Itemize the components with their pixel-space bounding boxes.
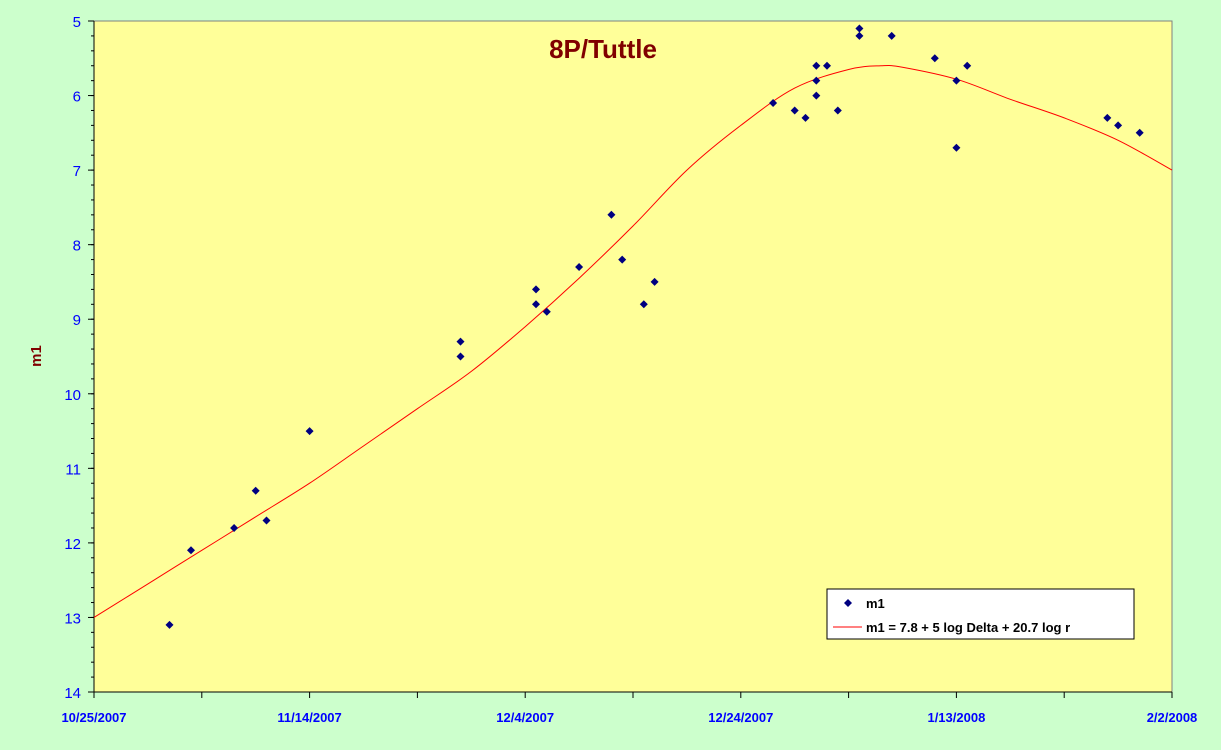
legend-label-m1: m1	[866, 596, 885, 611]
data-point	[456, 337, 465, 346]
data-point	[855, 24, 864, 33]
y-tick-label: 9	[73, 312, 81, 329]
legend-box	[826, 588, 1135, 640]
y-tick-label: 11	[65, 461, 81, 478]
y-tick-label: 12	[64, 536, 81, 553]
data-point	[855, 31, 864, 40]
data-point	[769, 99, 778, 107]
data-point	[575, 263, 584, 271]
y-axis-label: m1	[28, 345, 45, 367]
data-point	[618, 255, 627, 264]
y-tick-label: 10	[64, 387, 81, 404]
data-point	[952, 76, 961, 85]
data-point	[187, 546, 195, 555]
x-tick-label: 10/25/2007	[61, 710, 126, 725]
data-point	[650, 277, 659, 286]
legend-label-fit: m1 = 7.8 + 5 log Delta + 20.7 log r	[866, 620, 1070, 635]
data-point	[823, 61, 831, 70]
data-point	[165, 620, 174, 629]
data-point	[887, 31, 896, 40]
data-point	[230, 524, 239, 532]
y-tick-label: 8	[73, 238, 81, 255]
y-tick-label: 13	[64, 610, 81, 627]
x-tick-label: 2/2/2008	[1147, 710, 1198, 725]
x-tick-label: 12/24/2007	[708, 710, 773, 725]
data-point	[456, 352, 465, 361]
plot-area	[93, 20, 1173, 693]
chart-title: 8P/Tuttle	[549, 34, 657, 64]
data-point	[542, 307, 551, 316]
data-point	[790, 106, 799, 115]
data-point	[963, 61, 972, 70]
data-point	[1103, 113, 1112, 122]
data-point	[833, 106, 842, 115]
data-point	[801, 113, 810, 122]
data-point	[812, 76, 821, 85]
data-point	[607, 210, 616, 219]
data-point	[812, 61, 821, 70]
data-point	[251, 486, 260, 495]
data-point	[930, 54, 939, 63]
legend-marker-m1	[844, 599, 852, 607]
data-point	[305, 427, 314, 436]
data-point	[1114, 121, 1123, 130]
data-point	[639, 300, 648, 309]
legend: m1 m1 = 7.8 + 5 log Delta + 20.7 log r	[826, 588, 1135, 640]
data-point	[262, 516, 271, 525]
data-point	[532, 300, 540, 309]
y-tick-label: 6	[73, 89, 81, 106]
x-tick-label: 11/14/2007	[277, 710, 341, 725]
x-tick-label: 12/4/2007	[496, 710, 554, 725]
fit-line	[93, 64, 1173, 618]
data-point	[952, 143, 961, 152]
y-tick-label: 14	[64, 685, 81, 702]
x-tick-label: 1/13/2008	[927, 710, 985, 725]
data-point	[812, 91, 821, 100]
y-tick-label: 5	[73, 14, 81, 31]
data-point	[1135, 128, 1144, 137]
data-point	[532, 285, 540, 294]
y-tick-label: 7	[73, 163, 81, 180]
